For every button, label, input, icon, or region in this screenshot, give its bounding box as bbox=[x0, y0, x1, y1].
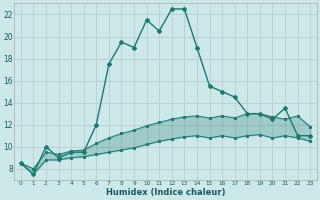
X-axis label: Humidex (Indice chaleur): Humidex (Indice chaleur) bbox=[106, 188, 225, 197]
